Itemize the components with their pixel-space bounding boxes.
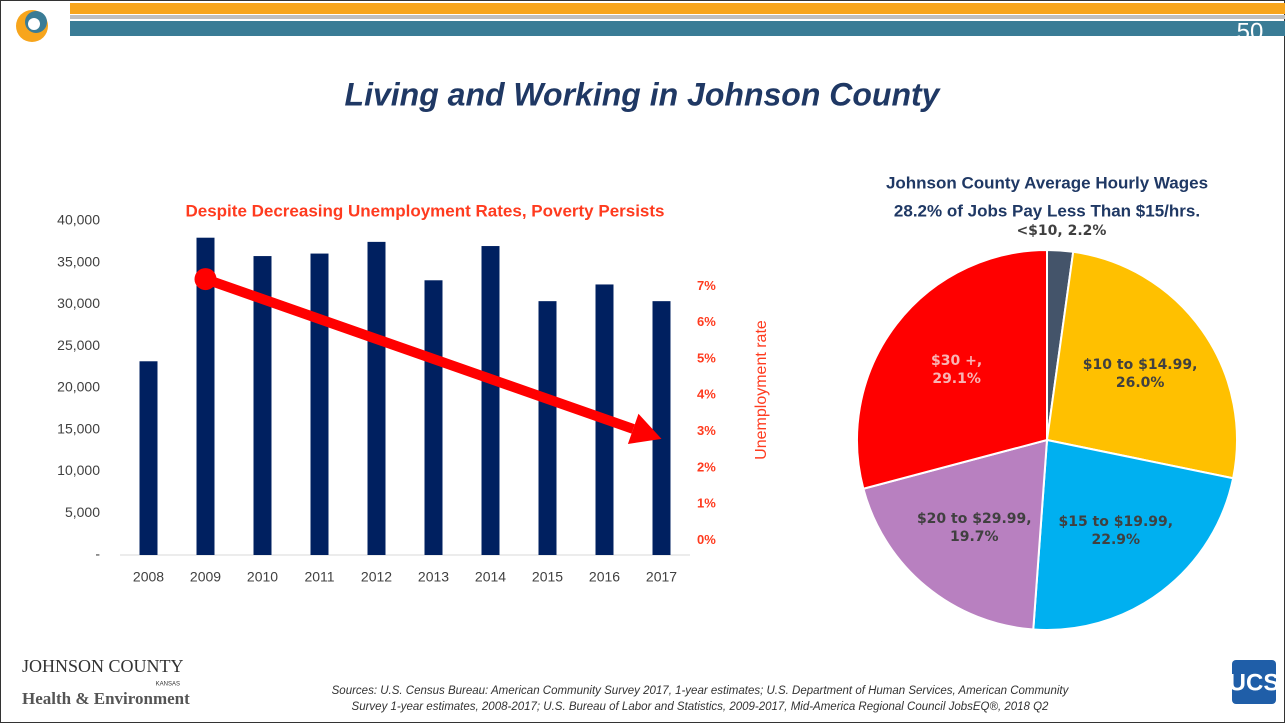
x-tick-label: 2008 xyxy=(133,569,164,585)
y-tick-label: 25,000 xyxy=(57,337,100,353)
y-tick-label: - xyxy=(95,546,100,562)
bar xyxy=(538,301,557,555)
y2-tick-label: 3% xyxy=(697,423,716,438)
y-tick-label: 30,000 xyxy=(57,295,100,311)
y2-axis-label: Unemployment rate xyxy=(753,320,770,460)
x-tick-label: 2013 xyxy=(418,569,449,585)
bar xyxy=(139,361,158,555)
ucs-logo xyxy=(1232,660,1276,704)
pie-slice xyxy=(1032,438,1235,631)
logo-dept: Health & Environment xyxy=(22,689,190,708)
bar xyxy=(310,253,329,555)
pie-label: $15 to $19.99 22.9% xyxy=(1058,513,1173,549)
pie-label: $30 + 29.1% xyxy=(931,352,982,388)
pie-title: 28.2% of Jobs Pay Less Than $15/hrs. xyxy=(894,201,1200,220)
pie-label-value: 22.9% xyxy=(1091,531,1141,548)
slide-title: Living and Working in Johnson County xyxy=(345,76,942,112)
y2-tick-label: 7% xyxy=(697,278,716,293)
bar xyxy=(652,301,671,555)
x-tick-label: 2016 xyxy=(589,569,620,585)
pie-label-value: 2.2% xyxy=(1067,223,1107,240)
y2-tick-label: 5% xyxy=(697,350,716,365)
y-tick-label: 10,000 xyxy=(57,462,100,478)
y-tick-label: 5,000 xyxy=(65,504,100,520)
x-tick-label: 2009 xyxy=(190,569,221,585)
ucs-logo-text: UCS xyxy=(1229,669,1280,696)
pie-label-category: $30 + xyxy=(931,353,982,369)
y-tick-label: 35,000 xyxy=(57,253,100,269)
x-tick-label: 2011 xyxy=(304,569,334,585)
header-bar xyxy=(70,15,1285,19)
logo-name: JOHNSON COUNTY xyxy=(22,656,184,676)
trend-arrow xyxy=(203,274,635,434)
x-tick-label: 2010 xyxy=(247,569,278,585)
bar xyxy=(196,237,215,555)
pie-label-category: $20 to $29.99 xyxy=(917,511,1032,527)
bar xyxy=(253,256,272,555)
pie-label-category: <$10 xyxy=(1016,223,1062,239)
x-tick-label: 2015 xyxy=(532,569,563,585)
page-number: 50 xyxy=(1237,18,1264,45)
pie-slice xyxy=(856,248,1048,490)
sources: Survey 1-year estimates, 2008-2017; U.S.… xyxy=(352,701,1050,713)
y2-tick-label: 2% xyxy=(697,459,716,474)
bar xyxy=(367,241,386,555)
header-bar xyxy=(70,3,1285,14)
y2-tick-label: 4% xyxy=(697,387,716,402)
x-tick-label: 2017 xyxy=(646,569,677,585)
sources: Sources: U.S. Census Bureau: American Co… xyxy=(332,685,1070,697)
y-tick-label: 40,000 xyxy=(57,212,100,228)
pie-slice xyxy=(862,438,1049,631)
y2-tick-label: 6% xyxy=(697,314,716,329)
pie-label-value: 26.0% xyxy=(1115,375,1165,392)
y-tick-label: 15,000 xyxy=(57,420,100,436)
pie-label: $20 to $29.99 19.7% xyxy=(917,510,1032,546)
pie-label-value: 19.7% xyxy=(949,528,999,545)
logo-state: KANSAS xyxy=(156,682,180,688)
x-tick-label: 2014 xyxy=(475,569,506,585)
chart-subtitle: Despite Decreasing Unemployment Rates, P… xyxy=(185,201,664,220)
pie-label-category: $15 to $19.99 xyxy=(1058,514,1173,530)
pie-label-value: 29.1% xyxy=(932,371,981,388)
trend-start xyxy=(194,268,217,291)
x-tick-label: 2012 xyxy=(361,569,392,585)
arrow-head xyxy=(627,413,662,445)
pie-label: $10 to $14.99 26.0% xyxy=(1083,356,1198,392)
header-bar xyxy=(70,21,1285,36)
pie-label-category: $10 to $14.99 xyxy=(1083,357,1198,373)
pie-slice xyxy=(1045,250,1238,480)
logo-mark xyxy=(28,18,40,30)
pie-title: Johnson County Average Hourly Wages xyxy=(886,173,1208,192)
y2-tick-label: 1% xyxy=(697,496,716,511)
y-tick-label: 20,000 xyxy=(57,379,100,395)
bar xyxy=(424,280,443,555)
bar xyxy=(481,246,500,556)
y2-tick-label: 0% xyxy=(697,532,716,547)
pie-label: <$10 2.2% xyxy=(1016,222,1106,240)
